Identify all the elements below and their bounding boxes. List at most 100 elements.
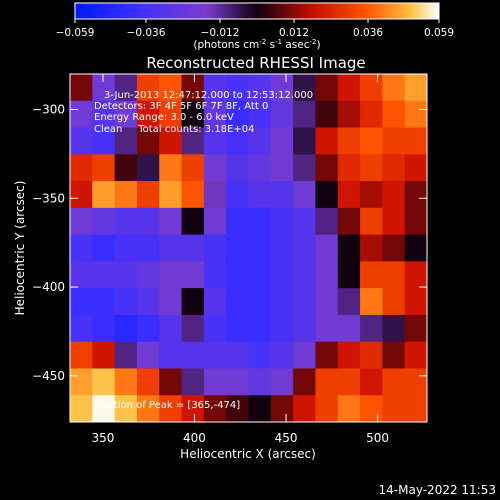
heatmap-cell <box>293 100 317 129</box>
heatmap-cell <box>136 261 160 289</box>
footer-timestamp: 14-May-2022 11:53 <box>379 483 496 497</box>
heatmap-cell <box>70 261 93 289</box>
heatmap-cell <box>70 288 93 316</box>
heatmap-cell <box>270 261 294 289</box>
heatmap-cell <box>382 100 406 129</box>
heatmap-cell <box>159 154 183 182</box>
heatmap-cell <box>159 261 183 289</box>
heatmap-cell <box>382 234 406 262</box>
heatmap-cell <box>70 154 93 182</box>
heatmap-cell <box>337 127 361 155</box>
heatmap-cell <box>248 368 272 396</box>
heatmap-cell <box>293 368 317 396</box>
heatmap-cell <box>203 288 227 316</box>
heatmap-cell <box>382 74 406 102</box>
heatmap-cell <box>315 100 339 129</box>
heatmap-cell <box>114 234 138 262</box>
heatmap-cell <box>181 181 205 209</box>
heatmap-cell <box>270 181 294 209</box>
heatmap-cell <box>404 154 427 182</box>
heatmap-cell <box>226 127 250 155</box>
heatmap-cell <box>203 341 227 370</box>
heatmap-cell <box>203 127 227 155</box>
heatmap-cell <box>203 154 227 182</box>
heatmap-cell <box>360 234 383 262</box>
heatmap-cell <box>92 261 116 289</box>
heatmap-cell <box>404 395 427 422</box>
annotation-energy-range: Energy Range: 3.0 - 6.0 keV <box>94 112 234 123</box>
heatmap-cell <box>360 100 383 129</box>
heatmap-cell <box>92 288 116 316</box>
heatmap-cell <box>226 314 250 343</box>
heatmap-cell <box>337 341 361 370</box>
heatmap-cell <box>337 395 361 422</box>
heatmap-cell <box>114 154 138 182</box>
heatmap-cell <box>92 234 116 262</box>
heatmap-cell <box>248 207 272 236</box>
heatmap-cell <box>293 395 317 422</box>
heatmap-cell <box>92 74 116 102</box>
heatmap-cell <box>136 234 160 262</box>
heatmap-cell <box>382 127 406 155</box>
colorbar-tick-label: −0.012 <box>201 27 240 39</box>
heatmap-cell <box>337 288 361 316</box>
colorbar <box>74 2 440 20</box>
heatmap-cell <box>270 395 294 422</box>
heatmap-cell <box>159 100 183 129</box>
heatmap-cell <box>136 341 160 370</box>
y-axis-ticks: −300 −350 −400 −450 <box>32 103 427 383</box>
heatmap-cell <box>404 261 427 289</box>
heatmap-cell <box>136 314 160 343</box>
heatmap-cell <box>404 127 427 155</box>
heatmap-cell <box>270 207 294 236</box>
y-tick-label: −300 <box>32 103 65 117</box>
heatmap-cell <box>92 127 116 155</box>
heatmap-cell <box>203 181 227 209</box>
heatmap-cell <box>114 100 138 129</box>
heatmap-cell <box>404 288 427 316</box>
heatmap-cell <box>382 368 406 396</box>
heatmap-cell <box>270 288 294 316</box>
heatmap-cell <box>360 341 383 370</box>
y-axis-label: Heliocentric Y (arcsec) <box>13 181 27 316</box>
colorbar-ticks: −0.059 −0.036 −0.012 0.012 0.036 0.059 <box>56 19 454 39</box>
heatmap-cell <box>92 341 116 370</box>
colorbar-tick-label: 0.012 <box>279 27 309 39</box>
heatmap-cell <box>270 100 294 129</box>
heatmap-cell <box>404 207 427 236</box>
heatmap-cell <box>226 207 250 236</box>
heatmap-cell <box>293 127 317 155</box>
heatmap-cell <box>404 74 427 102</box>
heatmap-cell <box>70 127 93 155</box>
heatmap-cell <box>70 74 93 102</box>
heatmap-cell <box>315 368 339 396</box>
annotation-block: 3-Jun-2013 12:47:12.000 to 12:53:12.000 … <box>94 90 313 411</box>
heatmap-cell <box>114 207 138 236</box>
heatmap-cell <box>181 127 205 155</box>
heatmap-cell <box>70 314 93 343</box>
heatmap-cell <box>181 207 205 236</box>
heatmap-cell <box>293 234 317 262</box>
heatmap-cell <box>382 261 406 289</box>
heatmap-cell <box>337 368 361 396</box>
heatmap-cell <box>70 395 93 422</box>
heatmap-cell <box>114 341 138 370</box>
heatmap-cell <box>114 368 138 396</box>
colorbar-tick-label: 0.059 <box>424 27 454 39</box>
heatmap-cell <box>136 207 160 236</box>
heatmap-cell <box>270 314 294 343</box>
heatmap-cell <box>360 127 383 155</box>
heatmap-cell <box>404 314 427 343</box>
heatmap-cell <box>360 395 383 422</box>
heatmap-cell <box>114 314 138 343</box>
heatmap-cell <box>203 368 227 396</box>
heatmap-cell <box>159 314 183 343</box>
y-tick-label: −350 <box>32 191 65 205</box>
x-axis-ticks: 350 400 450 500 <box>92 74 389 445</box>
heatmap-cell <box>159 395 183 422</box>
heatmap-cell <box>382 154 406 182</box>
heatmap-cell <box>337 234 361 262</box>
heatmap-cell <box>315 395 339 422</box>
heatmap-cell <box>136 288 160 316</box>
heatmap-cell <box>70 368 93 396</box>
